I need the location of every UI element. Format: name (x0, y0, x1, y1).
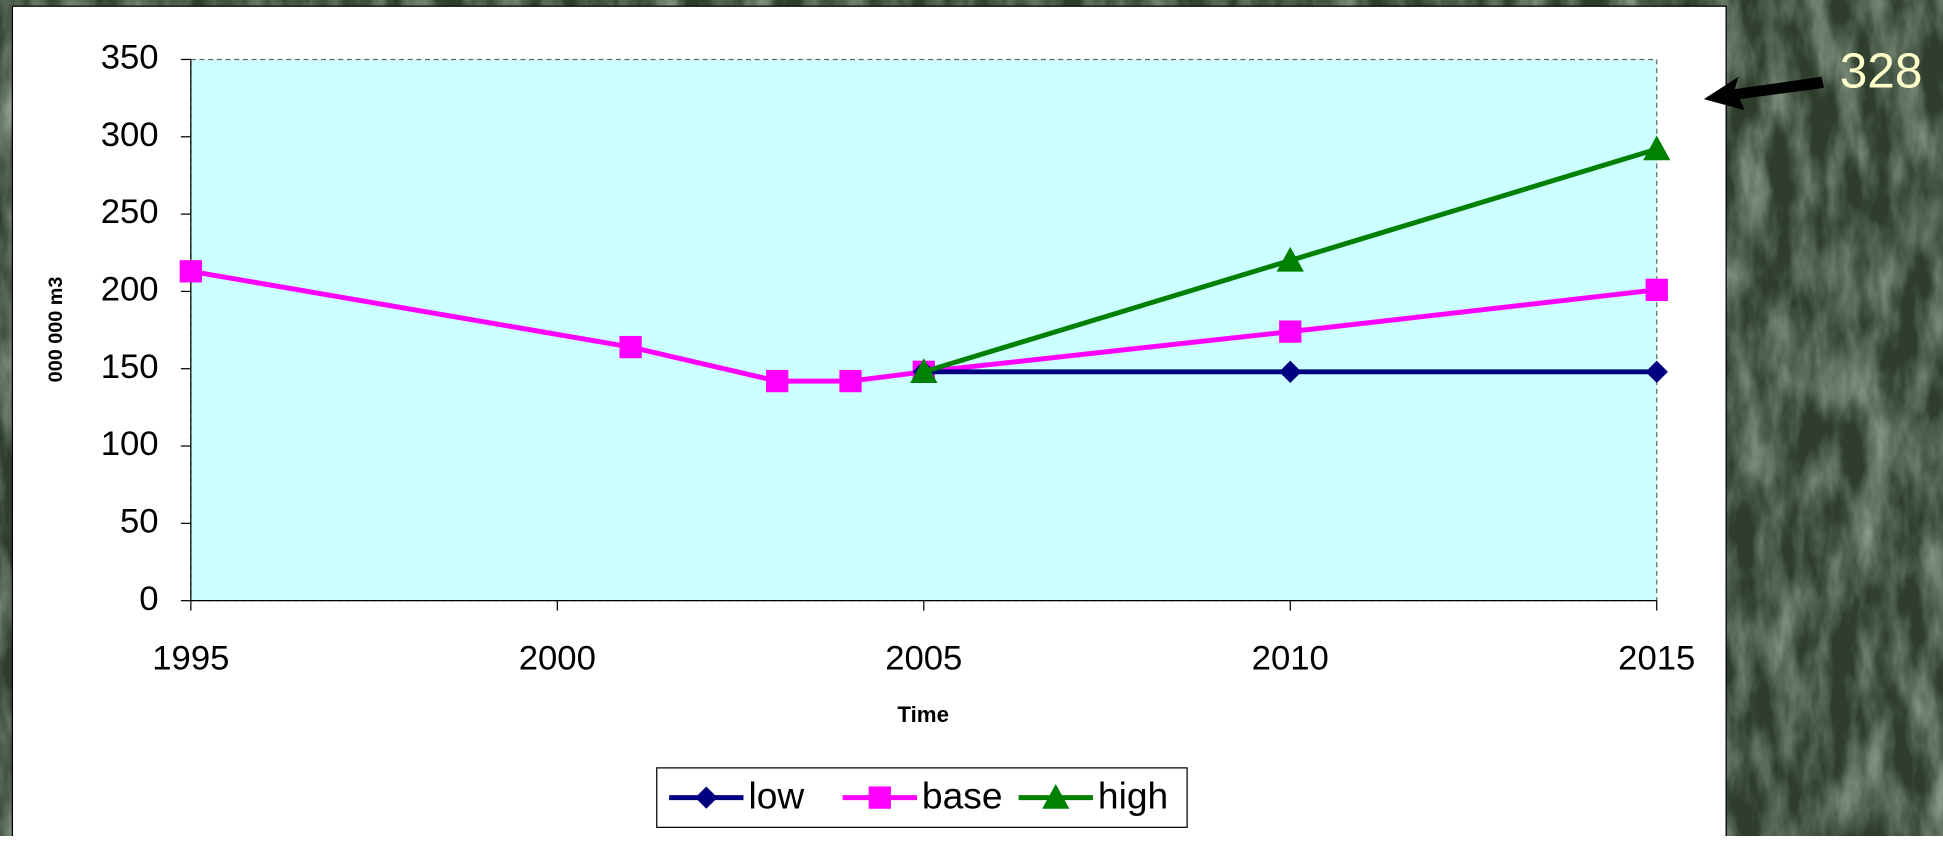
x-tick-label: 2010 (1252, 639, 1329, 677)
x-tick-label: 2005 (885, 639, 962, 677)
marker (619, 336, 641, 358)
legend-label: base (922, 775, 1003, 817)
plot-area (191, 59, 1657, 600)
y-tick-label: 200 (101, 271, 159, 309)
y-tick-label: 250 (101, 193, 159, 231)
marker (839, 370, 861, 392)
chart: 000 000 m3 Time 328 0 50 100 150 200 250 300 35… (0, 0, 1943, 836)
x-tick-label: 1995 (152, 639, 229, 677)
y-axis-title: 000 000 m3 (45, 277, 67, 383)
marker (869, 786, 891, 808)
y-tick-label: 350 (101, 39, 159, 77)
x-axis-title: Time (897, 702, 949, 727)
x-tick-label: 2000 (519, 639, 596, 677)
page: 000 000 m3 Time 328 0 50 100 150 200 250 300 35… (0, 0, 1943, 836)
marker (180, 260, 202, 282)
x-tick-label: 2015 (1618, 639, 1695, 677)
marker (1279, 320, 1301, 342)
legend-label: high (1098, 775, 1168, 817)
legend-label: low (748, 775, 804, 817)
y-tick-label: 100 (101, 425, 159, 463)
marker (766, 370, 788, 392)
y-tick-label: 0 (139, 580, 158, 618)
y-tick-label: 150 (101, 348, 159, 386)
y-tick-label: 300 (101, 116, 159, 154)
annotation: 328 (1840, 42, 1923, 98)
marker (1646, 279, 1668, 301)
y-tick-label: 50 (120, 503, 159, 541)
